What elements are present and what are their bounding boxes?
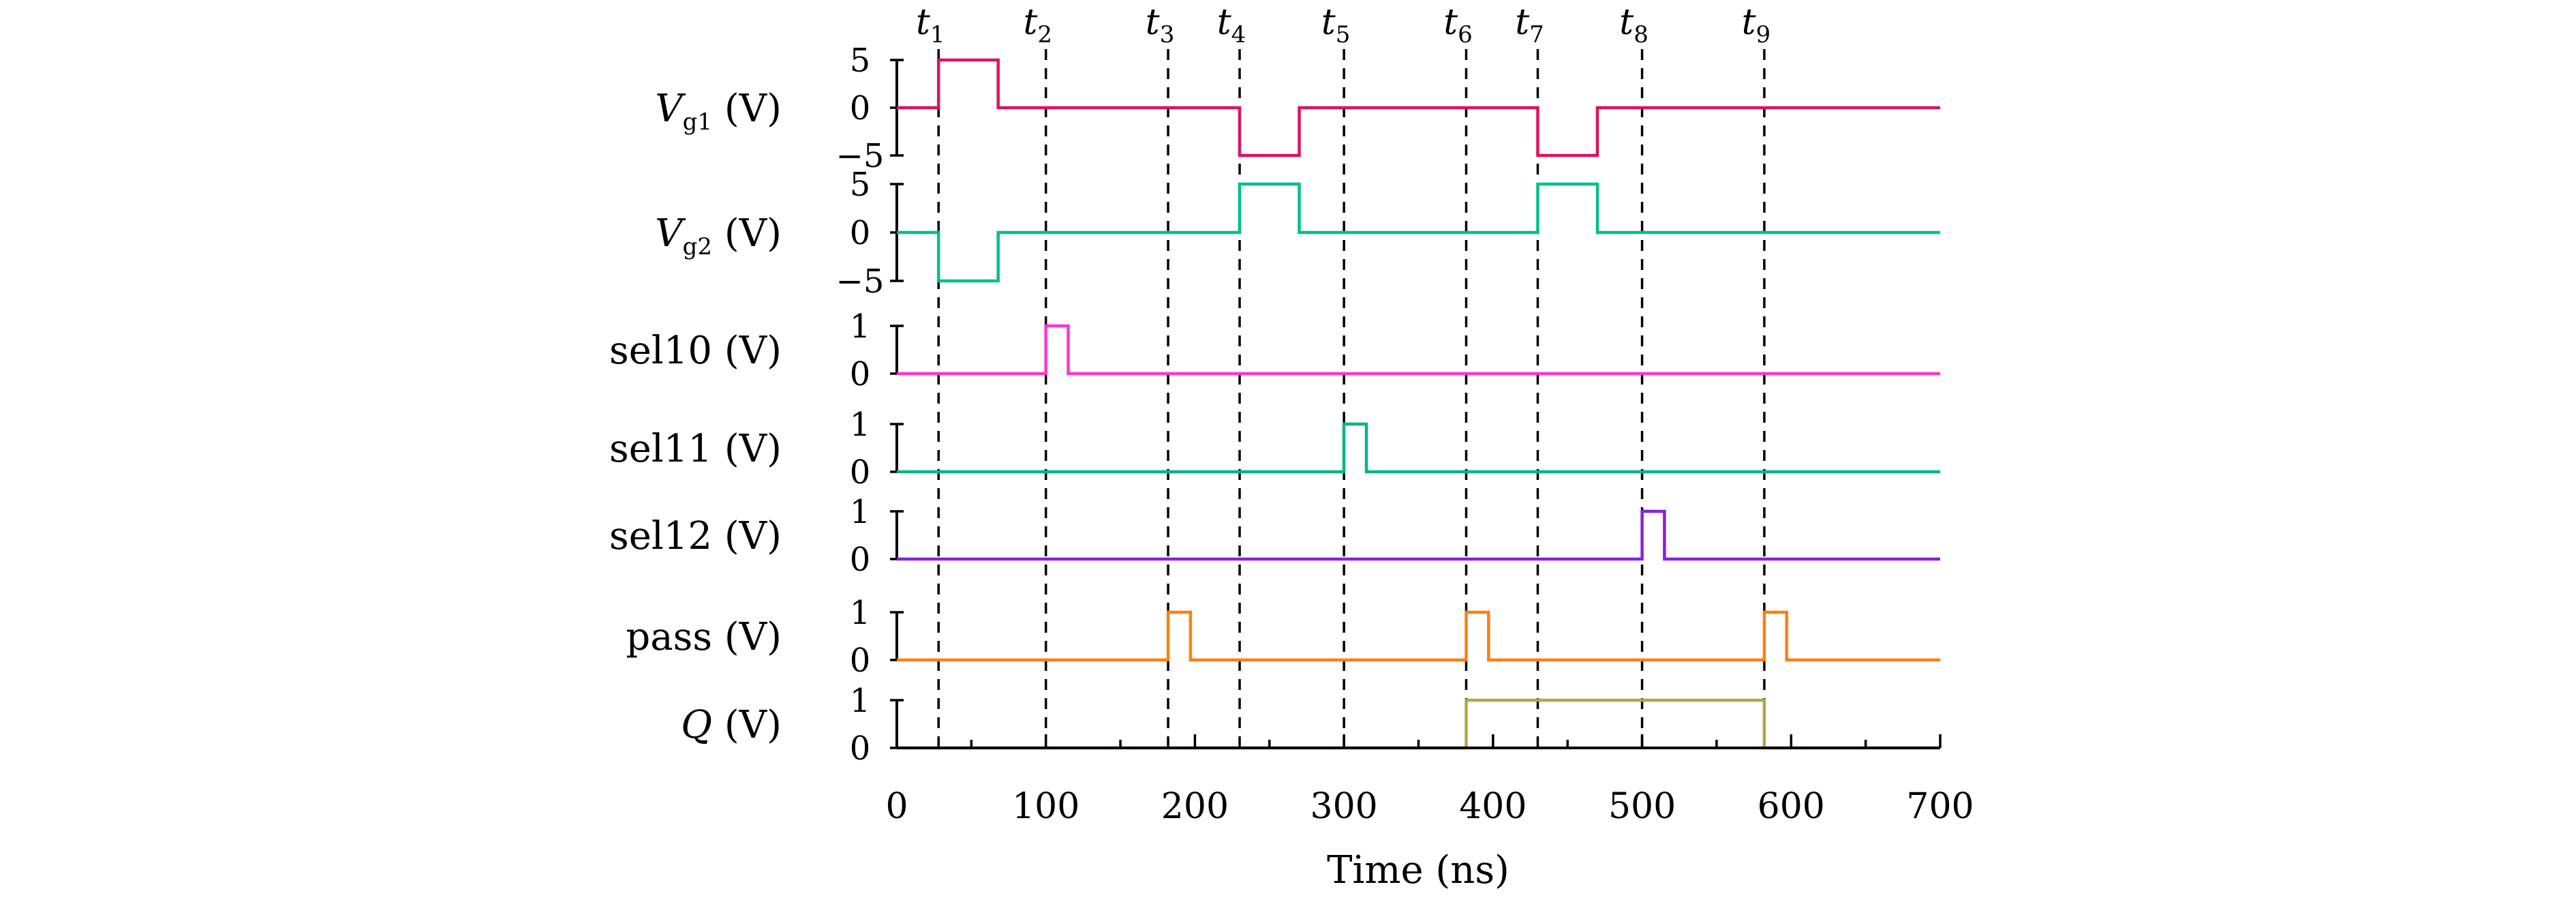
time-markers: t1 t2 t3 t4 t5 t6 t7 t8 t9 — [916, 2, 1770, 748]
y-tick-label-sel10: 1 — [850, 307, 871, 346]
y-tick-label-vg1: 5 — [850, 42, 871, 80]
y-tick-label-q: 1 — [850, 682, 871, 720]
series-line-vg2 — [897, 182, 1940, 283]
marker-label-t4: t4 — [1217, 2, 1246, 48]
series-line-pass — [897, 610, 1940, 662]
y-tick-label-pass: 0 — [850, 642, 871, 680]
y-tick-label-vg1: 0 — [850, 89, 871, 127]
series-label-vg1: Vg1 (V) — [655, 87, 782, 136]
marker-label-t6: t6 — [1443, 2, 1473, 48]
y-tick-label-sel10: 0 — [850, 355, 871, 393]
marker-label-t1: t1 — [916, 2, 945, 48]
x-axis-label: Time (ns) — [1327, 848, 1509, 892]
x-tick-label: 100 — [1012, 786, 1079, 827]
series-line-sel11 — [897, 422, 1940, 474]
series-label-sel10: sel10 (V) — [609, 329, 782, 373]
row-sel11: 1 0 sel11 (V) — [609, 406, 1940, 492]
x-tick-label: 300 — [1310, 786, 1378, 827]
series-line-sel10 — [897, 324, 1940, 376]
y-tick-label-vg2: 0 — [850, 214, 871, 252]
y-tick-label-q: 0 — [850, 730, 871, 768]
marker-label-t9: t9 — [1742, 2, 1771, 48]
series-line-sel12 — [897, 509, 1940, 561]
x-tick-label: 0 — [885, 786, 908, 827]
y-tick-label-vg2: 5 — [850, 166, 871, 204]
y-tick-label-vg2: −5 — [836, 262, 885, 301]
marker-label-t7: t7 — [1515, 2, 1544, 48]
y-tick-label-sel12: 1 — [850, 493, 871, 531]
x-tick-label: 600 — [1758, 786, 1825, 827]
series-label-pass: pass (V) — [626, 615, 782, 659]
x-tick-label: 200 — [1161, 786, 1229, 827]
marker-label-t8: t8 — [1619, 2, 1649, 48]
row-sel10: 1 0 sel10 (V) — [609, 307, 1940, 393]
row-vg1: 5 0 −5 Vg1 (V) — [655, 42, 1940, 175]
marker-label-t5: t5 — [1321, 2, 1351, 48]
x-tick-label: 400 — [1459, 786, 1527, 827]
series-label-sel11: sel11 (V) — [609, 427, 782, 471]
x-tick-label: 700 — [1906, 786, 1974, 827]
marker-label-t2: t2 — [1023, 2, 1052, 48]
row-pass: 1 0 pass (V) — [626, 594, 1940, 680]
x-ticks: 0 100 200 300 400 500 600 700 — [885, 734, 1974, 827]
marker-label-t3: t3 — [1146, 2, 1175, 48]
series-label-vg2: Vg2 (V) — [655, 211, 782, 260]
row-vg2: 5 0 −5 Vg2 (V) — [655, 166, 1940, 301]
y-tick-label-pass: 1 — [850, 594, 871, 632]
series-label-sel12: sel12 (V) — [609, 514, 782, 558]
series-line-vg1 — [897, 58, 1940, 157]
y-tick-label-sel11: 0 — [850, 453, 871, 492]
y-tick-label-sel11: 1 — [850, 406, 871, 444]
x-tick-label: 500 — [1608, 786, 1676, 827]
x-axis: 0 100 200 300 400 500 600 700 Time (ns) — [885, 734, 1974, 892]
y-tick-label-sel12: 0 — [850, 541, 871, 579]
row-q: 1 0 Q (V) — [681, 682, 1940, 768]
series-label-q: Q (V) — [681, 703, 782, 747]
y-tick-label-vg1: −5 — [836, 137, 885, 175]
row-sel12: 1 0 sel12 (V) — [609, 493, 1940, 579]
